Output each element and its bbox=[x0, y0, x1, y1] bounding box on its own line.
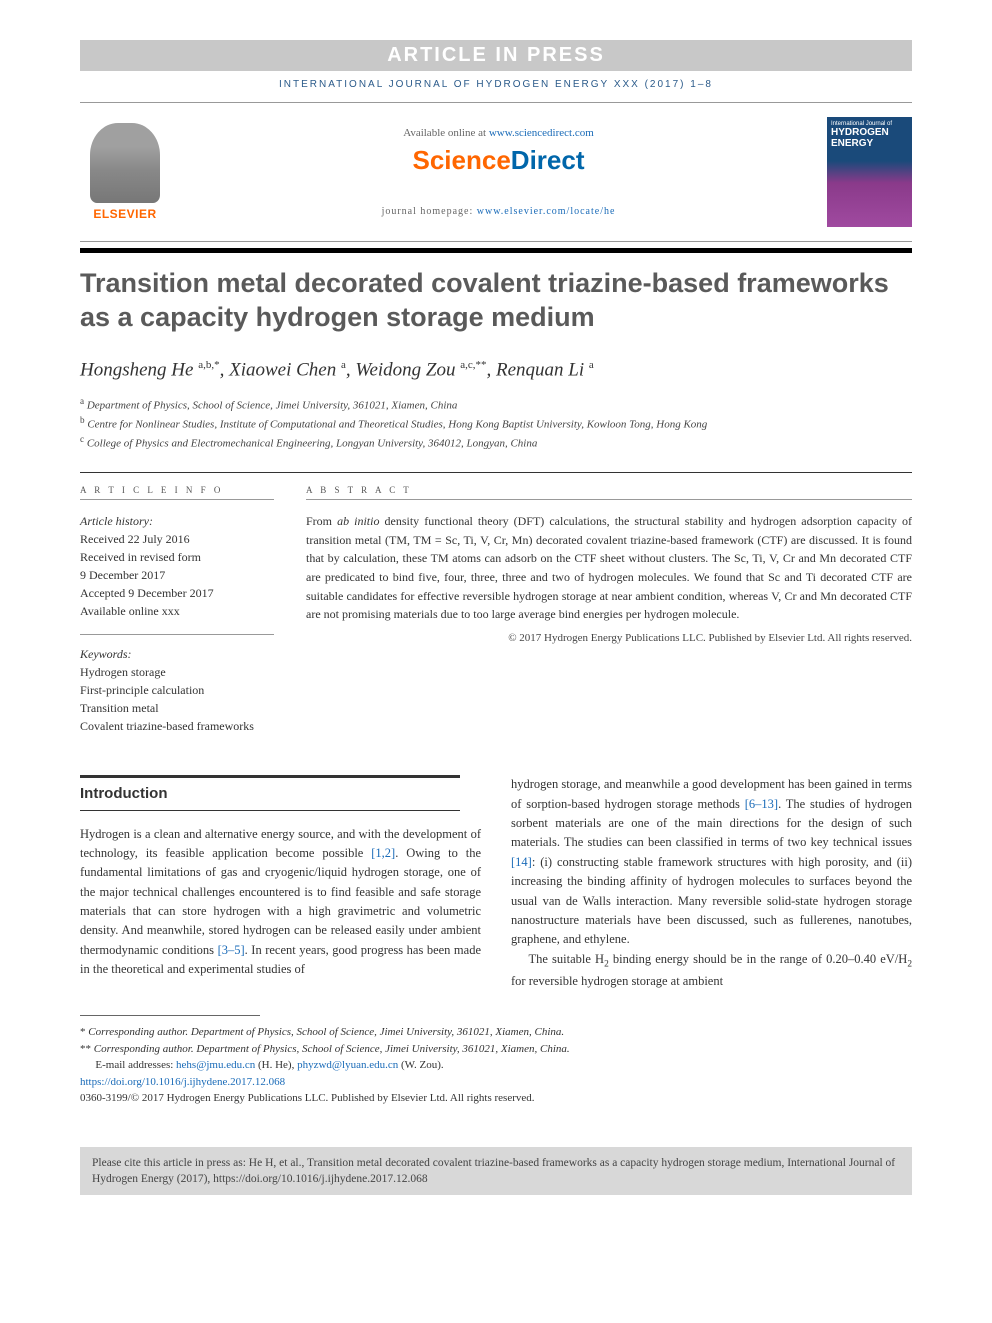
issn-copyright: 0360-3199/© 2017 Hydrogen Energy Publica… bbox=[80, 1090, 912, 1107]
intro-paragraph-left: Hydrogen is a clean and alternative ener… bbox=[80, 825, 481, 980]
keyword-4: Covalent triazine-based frameworks bbox=[80, 717, 274, 735]
footer-notes: * Corresponding author. Department of Ph… bbox=[80, 1024, 912, 1107]
article-page: ARTICLE IN PRESS INTERNATIONAL JOURNAL O… bbox=[0, 0, 992, 1137]
article-info-column: A R T I C L E I N F O Article history: R… bbox=[80, 473, 290, 735]
article-title: Transition metal decorated covalent tria… bbox=[80, 267, 912, 335]
ref-link[interactable]: [6–13] bbox=[745, 797, 778, 811]
title-block: Transition metal decorated covalent tria… bbox=[80, 248, 912, 452]
abstract-label: A B S T R A C T bbox=[306, 485, 912, 500]
press-banner: ARTICLE IN PRESS bbox=[80, 40, 912, 71]
history-received: Received 22 July 2016 bbox=[80, 530, 274, 548]
available-prefix: Available online at bbox=[403, 127, 489, 139]
history-accepted: Accepted 9 December 2017 bbox=[80, 584, 274, 602]
history-revised-date: 9 December 2017 bbox=[80, 566, 274, 584]
affiliation-a: a Department of Physics, School of Scien… bbox=[80, 395, 912, 414]
sciencedirect-logo: ScienceDirect bbox=[170, 145, 827, 176]
history-revised: Received in revised form bbox=[80, 548, 274, 566]
scidirect-word2: Direct bbox=[511, 145, 585, 175]
authors-list: Hongsheng He a,b,*, Xiaowei Chen a, Weid… bbox=[80, 359, 912, 381]
intro-paragraph-right-1: hydrogen storage, and meanwhile a good d… bbox=[511, 775, 912, 949]
email-link-1[interactable]: hehs@jmu.edu.cn bbox=[176, 1059, 255, 1071]
header-center: Available online at www.sciencedirect.co… bbox=[170, 127, 827, 217]
email2-who: (W. Zou). bbox=[398, 1059, 443, 1071]
intro-paragraph-right-2: The suitable H2 binding energy should be… bbox=[511, 950, 912, 991]
journal-cover: International Journal of HYDROGEN ENERGY bbox=[827, 117, 912, 227]
journal-reference: INTERNATIONAL JOURNAL OF HYDROGEN ENERGY… bbox=[80, 79, 912, 90]
keywords-head: Keywords: bbox=[80, 645, 274, 663]
keyword-2: First-principle calculation bbox=[80, 681, 274, 699]
homepage-prefix: journal homepage: bbox=[382, 206, 477, 217]
ref-link[interactable]: [14] bbox=[511, 855, 532, 869]
info-abstract-row: A R T I C L E I N F O Article history: R… bbox=[80, 472, 912, 735]
history-head: Article history: bbox=[80, 512, 274, 530]
abstract-text: From ab initio density functional theory… bbox=[306, 512, 912, 624]
email-link-2[interactable]: phyzwd@lyuan.edu.cn bbox=[297, 1059, 398, 1071]
affiliation-c: c College of Physics and Electromechanic… bbox=[80, 433, 912, 452]
corresponding-1: * Corresponding author. Department of Ph… bbox=[80, 1024, 912, 1041]
elsevier-logo: ELSEVIER bbox=[80, 123, 170, 221]
email-line: E-mail addresses: hehs@jmu.edu.cn (H. He… bbox=[80, 1057, 912, 1074]
body-column-left: Introduction Hydrogen is a clean and alt… bbox=[80, 775, 481, 991]
emails-label: E-mail addresses: bbox=[95, 1059, 176, 1071]
available-online: Available online at www.sciencedirect.co… bbox=[170, 127, 827, 139]
cover-line3: ENERGY bbox=[831, 138, 908, 149]
body-column-right: hydrogen storage, and meanwhile a good d… bbox=[511, 775, 912, 991]
footer-separator bbox=[80, 1015, 260, 1024]
ref-link[interactable]: [1,2] bbox=[371, 846, 395, 860]
citation-box: Please cite this article in press as: He… bbox=[80, 1147, 912, 1195]
keyword-3: Transition metal bbox=[80, 699, 274, 717]
keyword-1: Hydrogen storage bbox=[80, 663, 274, 681]
sciencedirect-link[interactable]: www.sciencedirect.com bbox=[489, 127, 594, 139]
abstract-copyright: © 2017 Hydrogen Energy Publications LLC.… bbox=[306, 632, 912, 644]
elsevier-tree-icon bbox=[90, 123, 160, 203]
email1-who: (H. He), bbox=[255, 1059, 297, 1071]
affiliations: a Department of Physics, School of Scien… bbox=[80, 395, 912, 452]
cover-line2: HYDROGEN bbox=[831, 127, 908, 138]
header-bar: ELSEVIER Available online at www.science… bbox=[80, 102, 912, 242]
history-online: Available online xxx bbox=[80, 602, 274, 620]
elsevier-label: ELSEVIER bbox=[93, 207, 156, 221]
homepage-link[interactable]: www.elsevier.com/locate/he bbox=[477, 206, 616, 217]
body-columns: Introduction Hydrogen is a clean and alt… bbox=[80, 775, 912, 991]
abstract-column: A B S T R A C T From ab initio density f… bbox=[290, 473, 912, 735]
article-history: Article history: Received 22 July 2016 R… bbox=[80, 512, 274, 620]
affiliation-b: b Centre for Nonlinear Studies, Institut… bbox=[80, 414, 912, 433]
doi-link[interactable]: https://doi.org/10.1016/j.ijhydene.2017.… bbox=[80, 1076, 285, 1088]
corresponding-2: ** Corresponding author. Department of P… bbox=[80, 1041, 912, 1058]
keywords-block: Keywords: Hydrogen storage First-princip… bbox=[80, 634, 274, 735]
scidirect-word1: Science bbox=[413, 145, 511, 175]
ref-link[interactable]: [3–5] bbox=[218, 943, 245, 957]
journal-homepage: journal homepage: www.elsevier.com/locat… bbox=[170, 206, 827, 217]
intro-heading: Introduction bbox=[80, 775, 460, 810]
article-info-label: A R T I C L E I N F O bbox=[80, 485, 274, 500]
